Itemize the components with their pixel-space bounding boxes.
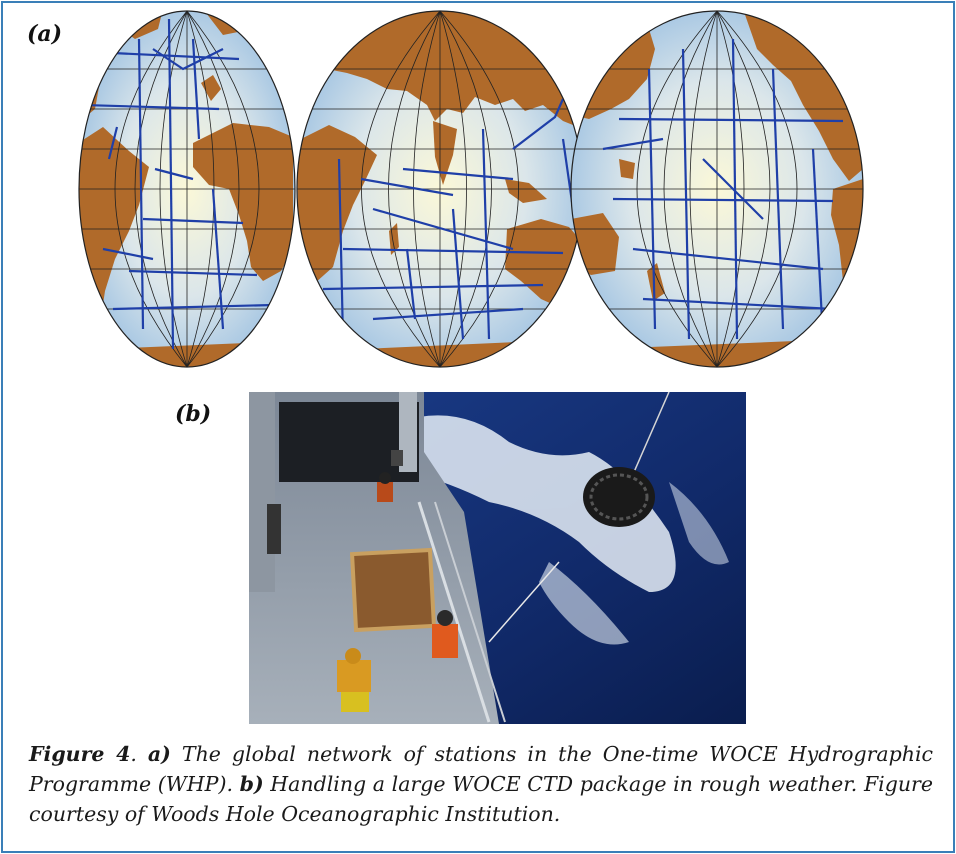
ctd-rosette bbox=[583, 467, 655, 527]
graticule-pacific bbox=[571, 11, 863, 367]
panel-b-label: (b) bbox=[175, 401, 212, 427]
globe-pacific bbox=[570, 10, 864, 368]
caption-part-a-text: The global network of stations in the On… bbox=[29, 742, 933, 796]
woce-station-map bbox=[78, 10, 864, 368]
station-lines-indian bbox=[322, 98, 575, 340]
caption-part-a-label: a) bbox=[147, 742, 171, 766]
globe-atlantic bbox=[78, 10, 296, 368]
caption-figure-label: Figure 4 bbox=[29, 742, 131, 766]
station-lines-pacific bbox=[602, 38, 844, 340]
crew-members bbox=[337, 450, 458, 692]
graticule-atlantic bbox=[79, 11, 295, 367]
panel-a-label: (a) bbox=[27, 21, 63, 47]
caption-part-b-label: b) bbox=[239, 772, 264, 796]
ctd-package-photo bbox=[249, 392, 746, 724]
caption-sep: . bbox=[130, 742, 148, 766]
figure-caption: Figure 4. a) The global network of stati… bbox=[29, 739, 933, 829]
globe-indian bbox=[296, 10, 584, 368]
graticule-indian bbox=[297, 11, 583, 367]
caption-part-b-text: Handling a large WOCE CTD package in rou… bbox=[29, 772, 933, 826]
wave-foam bbox=[399, 415, 729, 645]
station-lines-atlantic bbox=[82, 18, 274, 350]
